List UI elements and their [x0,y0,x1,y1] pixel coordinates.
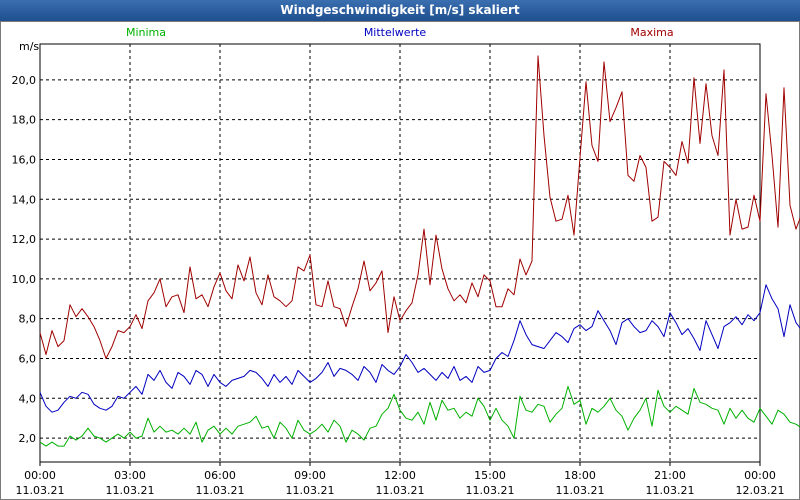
y-tick-label: 14,0 [12,193,37,206]
x-tick-time: 15:00 [474,469,506,482]
x-tick-date: 11.03.21 [646,484,695,497]
x-tick-time: 12:00 [384,469,416,482]
legend-maxima: Maxima [630,26,673,39]
x-tick-date: 11.03.21 [556,484,605,497]
y-tick-label: 2,0 [19,432,37,445]
series-line-minima [39,385,800,447]
x-tick-date: 11.03.21 [466,484,515,497]
y-tick-label: 10,0 [12,273,37,286]
chart-title: Windgeschwindigkeit [m/s] skaliert [0,0,800,21]
y-tick-label: 12,0 [12,233,37,246]
x-tick-date: 11.03.21 [106,484,155,497]
x-tick-date: 11.03.21 [16,484,65,497]
series-line-maxima [39,55,800,359]
y-tick-labels: 2,0 4,0 6,0 8,0 10,0 12,0 14,0 16,0 18,0 20,0 [12,74,37,445]
x-tick-date: 12.03.21 [736,484,785,497]
x-tick-time: 00:00 [744,469,776,482]
x-tick-time: 21:00 [654,469,686,482]
x-tick-time: 18:00 [564,469,596,482]
y-axis-label: m/s [19,40,39,53]
y-tick-label: 6,0 [19,352,37,365]
x-tick-date: 11.03.21 [196,484,245,497]
x-tick-time: 09:00 [294,469,326,482]
x-tick-time: 06:00 [204,469,236,482]
y-tick-label: 20,0 [12,74,37,87]
x-tick-time: 03:00 [114,469,146,482]
x-tick-labels: 00:00 11.03.21 03:00 11.03.21 06:00 11.03.21 0… [16,462,785,497]
x-tick-date: 11.03.21 [286,484,335,497]
y-tick-label: 4,0 [19,392,37,405]
x-tick-time: 00:00 [24,469,56,482]
x-tick-date: 11.03.21 [376,484,425,497]
y-tick-label: 16,0 [12,153,37,166]
legend: Minima Mittelwerte Maxima [126,26,674,39]
series-line-mittelwerte [39,284,800,413]
y-tick-label: 8,0 [19,313,37,326]
series-lines [39,55,800,447]
legend-mittelwerte: Mittelwerte [364,26,427,39]
legend-minima: Minima [126,26,166,39]
y-tick-label: 18,0 [12,114,37,127]
